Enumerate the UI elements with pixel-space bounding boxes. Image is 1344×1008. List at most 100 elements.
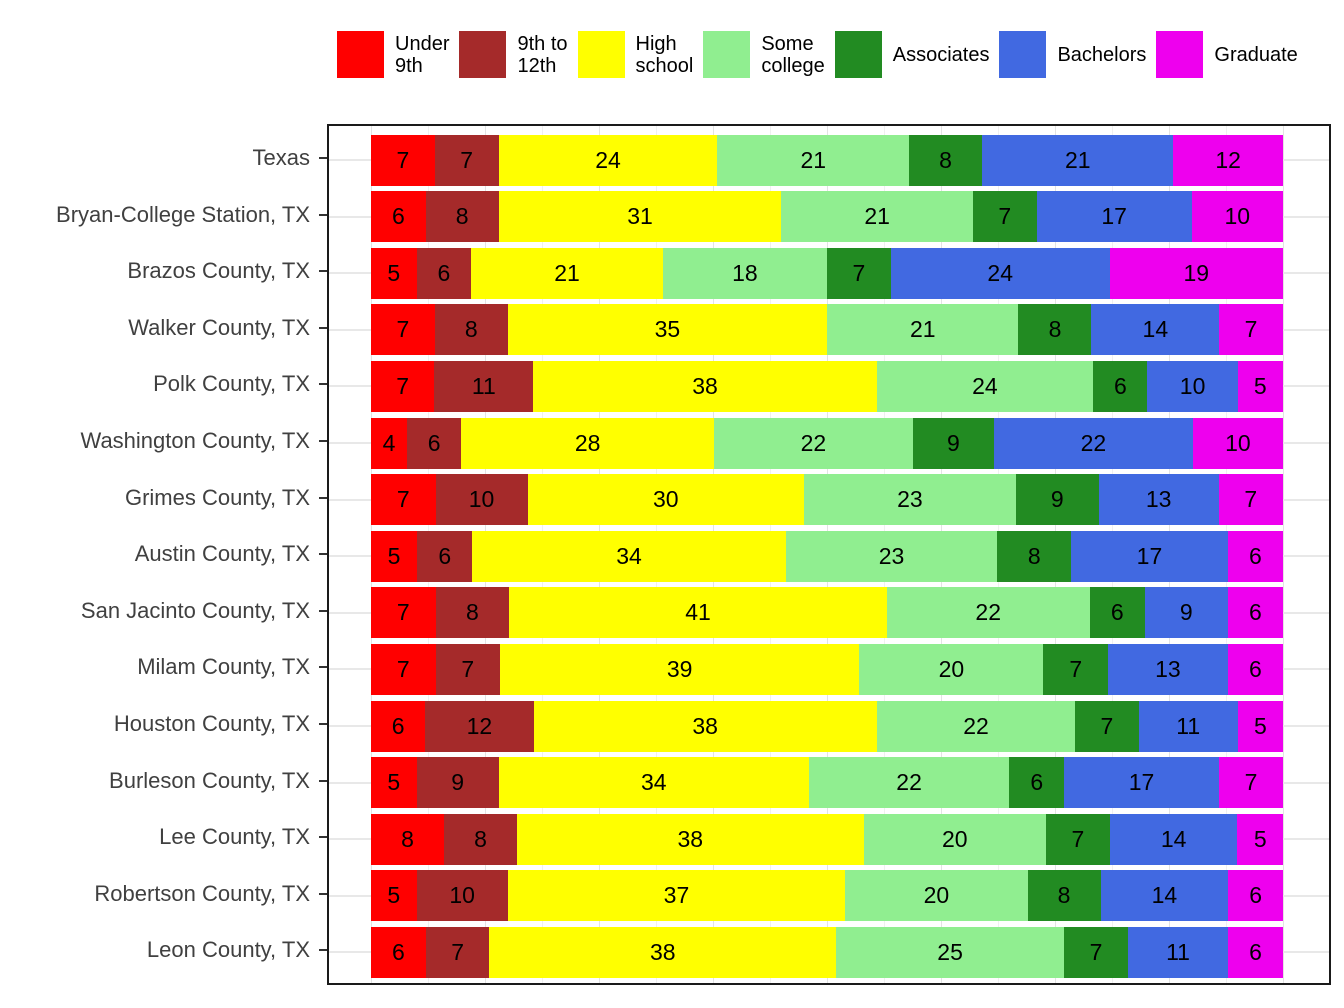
y-axis-tick: [319, 949, 327, 951]
bar-segment-9th-to-12th: 8: [444, 814, 517, 865]
y-axis-label: Austin County, TX: [134, 541, 310, 566]
bar-segment-graduate: 5: [1237, 814, 1284, 865]
bar-segment-associates: 6: [1009, 757, 1065, 808]
legend-swatch-icon: [834, 31, 882, 78]
y-axis-label: Lee County, TX: [159, 824, 310, 849]
bar-segment-high-school: 30: [527, 474, 804, 525]
bar-row-polk-county-tx: 7 11 38 24 6 10 5: [371, 361, 1283, 412]
legend-label: Graduate: [1214, 43, 1298, 66]
y-axis-tick: [319, 893, 327, 895]
bar-row-burleson-county-tx: 5 9 34 22 6 17 7: [371, 757, 1283, 808]
bar-segment-bachelors: 14: [1100, 870, 1229, 921]
legend-item-9th-to-12th: 9th to 12th: [459, 31, 568, 78]
y-axis-label: Leon County, TX: [146, 937, 310, 962]
bar-segment-graduate: 19: [1109, 248, 1283, 299]
bar-segment-9th-to-12th: 6: [407, 418, 462, 469]
bar-segment-bachelors: 10: [1147, 361, 1238, 412]
bar-segment-9th-to-12th: 8: [425, 191, 499, 242]
bar-segment-some-college: 21: [717, 135, 909, 186]
legend-item-graduate: Graduate: [1156, 31, 1298, 78]
y-axis-label: Houston County, TX: [113, 711, 310, 736]
bar-segment-graduate: 10: [1191, 191, 1283, 242]
y-axis-tick: [319, 666, 327, 668]
bar-segment-bachelors: 14: [1091, 304, 1220, 355]
y-axis-tick: [319, 780, 327, 782]
bar-segment-some-college: 24: [876, 361, 1094, 412]
bar-segment-high-school: 38: [489, 927, 837, 978]
bar-segment-under-9th: 5: [371, 248, 417, 299]
bar-segment-high-school: 39: [500, 644, 860, 695]
y-axis-label: Texas: [252, 145, 310, 170]
y-axis-tick: [319, 214, 327, 216]
bar-segment-under-9th: 5: [371, 757, 417, 808]
bar-row-walker-county-tx: 7 8 35 21 8 14 7: [371, 304, 1283, 355]
bar-segment-associates: 8: [908, 135, 982, 186]
bar-segment-9th-to-12th: 7: [425, 927, 490, 978]
legend-swatch-icon: [577, 31, 625, 78]
legend-label: High school: [635, 32, 694, 77]
bar-segment-9th-to-12th: 7: [434, 135, 499, 186]
bar-row-robertson-county-tx: 5 10 37 20 8 14 6: [371, 870, 1283, 921]
bar-row-houston-county-tx: 6 12 38 22 7 11 5: [371, 701, 1283, 752]
y-axis-tick: [319, 497, 327, 499]
bar-segment-associates: 7: [1043, 644, 1108, 695]
bar-segment-bachelors: 13: [1107, 644, 1228, 695]
bar-segment-high-school: 24: [498, 135, 718, 186]
bar-segment-bachelors: 11: [1138, 701, 1238, 752]
bar-segment-some-college: 18: [662, 248, 827, 299]
bar-row-grimes-county-tx: 7 10 30 23 9 13 7: [371, 474, 1284, 525]
legend-swatch-icon: [459, 31, 507, 78]
bar-segment-some-college: 23: [785, 531, 998, 582]
bar-segment-high-school: 38: [533, 361, 877, 412]
bar-segment-associates: 7: [1045, 814, 1110, 865]
bar-segment-under-9th: 7: [371, 644, 436, 695]
legend-swatch-icon: [337, 31, 384, 78]
y-axis-tick: [319, 270, 327, 272]
bar-segment-associates: 6: [1093, 361, 1148, 412]
vertical-gridline: [1283, 126, 1284, 983]
bar-segment-graduate: 10: [1192, 418, 1284, 469]
bar-segment-under-9th: 7: [371, 587, 436, 638]
bar-segment-some-college: 22: [714, 418, 913, 469]
bar-segment-bachelors: 22: [994, 418, 1193, 469]
bar-segment-associates: 8: [997, 531, 1072, 582]
chart-legend: Under 9th 9th to 12th High school Some coll…: [337, 31, 1308, 78]
bar-segment-graduate: 7: [1219, 757, 1283, 808]
bar-segment-graduate: 12: [1173, 135, 1283, 186]
bar-segment-under-9th: 7: [371, 135, 435, 186]
bar-segment-9th-to-12th: 11: [434, 361, 534, 412]
bar-segment-associates: 7: [972, 191, 1037, 242]
bar-segment-graduate: 6: [1227, 531, 1284, 582]
bar-segment-high-school: 34: [472, 531, 786, 582]
legend-swatch-icon: [999, 31, 1047, 78]
y-axis-label: Bryan-College Station, TX: [56, 202, 310, 227]
bar-segment-9th-to-12th: 12: [425, 701, 534, 752]
legend-item-associates: Associates: [834, 31, 989, 78]
legend-label: 9th to 12th: [517, 32, 568, 77]
bar-segment-associates: 9: [1015, 474, 1099, 525]
plot-panel: 7 7 24 21 8 21 12 6 8 31 21 7 17 10 5 6 21 18 7 24 19 7 8 35 21 8…: [327, 124, 1331, 985]
legend-label: Some college: [761, 32, 825, 77]
bar-segment-bachelors: 14: [1109, 814, 1238, 865]
legend-label: Bachelors: [1057, 43, 1147, 66]
bar-segment-some-college: 22: [876, 701, 1076, 752]
bar-segment-some-college: 22: [808, 757, 1010, 808]
legend-swatch-icon: [1156, 31, 1204, 78]
bar-row-lee-county-tx: 8 8 38 20 7 14 5: [371, 814, 1284, 865]
bar-row-milam-county-tx: 7 7 39 20 7 13 6: [371, 644, 1284, 695]
bar-segment-some-college: 23: [803, 474, 1016, 525]
bar-segment-9th-to-12th: 8: [434, 304, 508, 355]
y-axis-label: Burleson County, TX: [109, 768, 310, 793]
bar-segment-9th-to-12th: 6: [416, 248, 472, 299]
bar-segment-under-9th: 4: [371, 418, 408, 469]
y-axis-tick: [319, 553, 327, 555]
legend-swatch-icon: [703, 31, 751, 78]
bar-segment-graduate: 6: [1228, 927, 1283, 978]
bar-segment-under-9th: 7: [371, 304, 435, 355]
y-axis-tick: [319, 440, 327, 442]
bar-row-texas: 7 7 24 21 8 21 12: [371, 135, 1283, 186]
y-axis-label: Polk County, TX: [153, 371, 310, 396]
bar-segment-high-school: 31: [498, 191, 782, 242]
bar-segment-some-college: 21: [781, 191, 973, 242]
bar-segment-under-9th: 6: [371, 701, 426, 752]
